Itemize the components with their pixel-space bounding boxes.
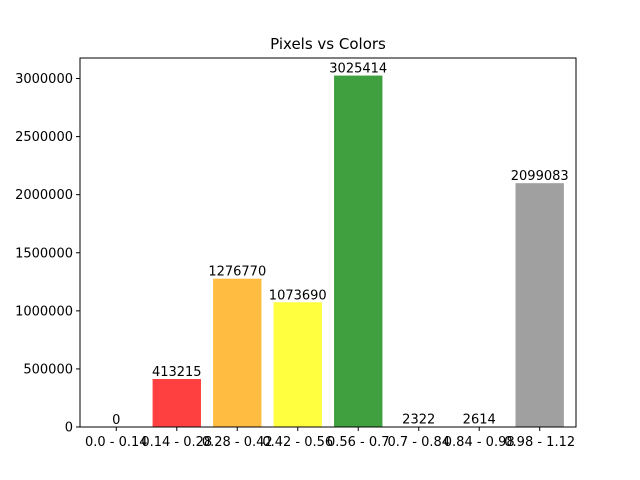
y-tick-label-4: 2000000 bbox=[15, 188, 73, 203]
data-label-1: 413215 bbox=[152, 365, 202, 380]
x-tick-label-0: 0.0 - 0.14 bbox=[85, 435, 148, 450]
y-tick-label-0: 0 bbox=[65, 421, 73, 436]
y-tick-label-3: 1500000 bbox=[15, 246, 73, 261]
y-tick-label-1: 500000 bbox=[23, 362, 73, 377]
y-tick-label-6: 3000000 bbox=[15, 72, 73, 87]
data-label-7: 2099083 bbox=[511, 169, 569, 184]
data-label-4: 3025414 bbox=[329, 62, 387, 77]
data-label-3: 1073690 bbox=[269, 288, 327, 303]
data-label-0: 0 bbox=[112, 413, 120, 428]
x-tick-label-4: 0.56 - 0.7 bbox=[327, 435, 390, 450]
bar-7 bbox=[515, 183, 564, 427]
x-tick-label-6: 0.84 - 0.98 bbox=[444, 435, 515, 450]
bar-3 bbox=[273, 302, 322, 427]
x-tick-label-3: 0.42 - 0.56 bbox=[262, 435, 333, 450]
x-tick-label-2: 0.28 - 0.42 bbox=[202, 435, 273, 450]
data-label-6: 2614 bbox=[463, 413, 496, 428]
bar-4 bbox=[334, 75, 383, 427]
x-tick-label-7: 0.98 - 1.12 bbox=[504, 435, 575, 450]
bar-2 bbox=[213, 278, 262, 427]
y-tick-label-5: 2500000 bbox=[15, 130, 73, 145]
data-label-5: 2322 bbox=[402, 413, 435, 428]
x-axis: 0.0 - 0.140.14 - 0.280.28 - 0.420.42 - 0… bbox=[85, 427, 575, 450]
data-label-2: 1276770 bbox=[208, 265, 266, 280]
y-tick-label-2: 1000000 bbox=[15, 304, 73, 319]
plot-frame bbox=[79, 57, 577, 428]
chart-title: Pixels vs Colors bbox=[270, 35, 386, 53]
x-tick-label-5: 0.7 - 0.84 bbox=[387, 435, 450, 450]
x-tick-label-1: 0.14 - 0.28 bbox=[141, 435, 212, 450]
y-axis: 0 500000 1000000 1500000 2000000 2500000 30000… bbox=[15, 72, 80, 436]
bars-group bbox=[152, 75, 564, 427]
bar-1 bbox=[152, 379, 201, 427]
